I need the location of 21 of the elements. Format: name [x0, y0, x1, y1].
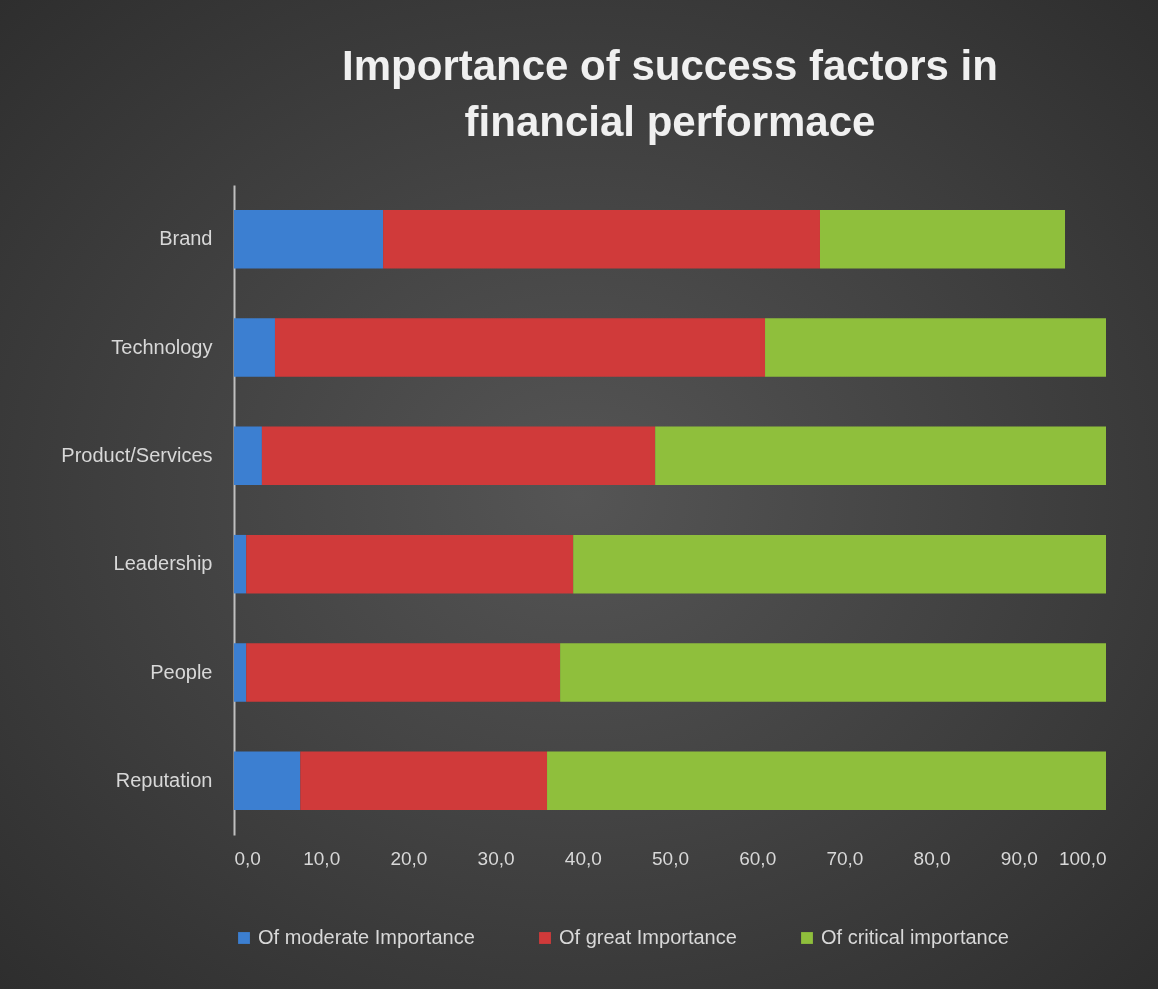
y-tick-label: Technology	[111, 335, 213, 358]
y-tick-label: Brand	[159, 227, 213, 250]
x-tick-label: 100,0	[1058, 847, 1107, 869]
x-tick-label: 10,0	[303, 847, 341, 869]
x-tick-label: 60,0	[739, 847, 777, 869]
x-tick-label: 70,0	[826, 847, 864, 869]
x-tick-label: 40,0	[564, 847, 602, 869]
legend-label: Of critical importance	[821, 926, 1009, 948]
x-tick-label: 50,0	[652, 847, 689, 869]
x-tick-label: 0,0	[234, 847, 261, 869]
y-tick-label: People	[150, 660, 213, 683]
y-tick-label: Leadership	[113, 552, 213, 575]
chart-title: Importance of success factors in financial performace	[342, 42, 998, 145]
x-tick-label: 30,0	[477, 847, 515, 869]
x-tick-label: 80,0	[913, 847, 951, 869]
x-tick-label: 20,0	[390, 847, 428, 869]
legend-label: Of moderate Importance	[258, 926, 475, 948]
legend-label: Of great Importance	[559, 926, 737, 948]
y-tick-label: Product/Services	[61, 443, 213, 466]
x-tick-label: 90,0	[1000, 847, 1038, 869]
y-tick-label: Reputation	[115, 768, 213, 791]
